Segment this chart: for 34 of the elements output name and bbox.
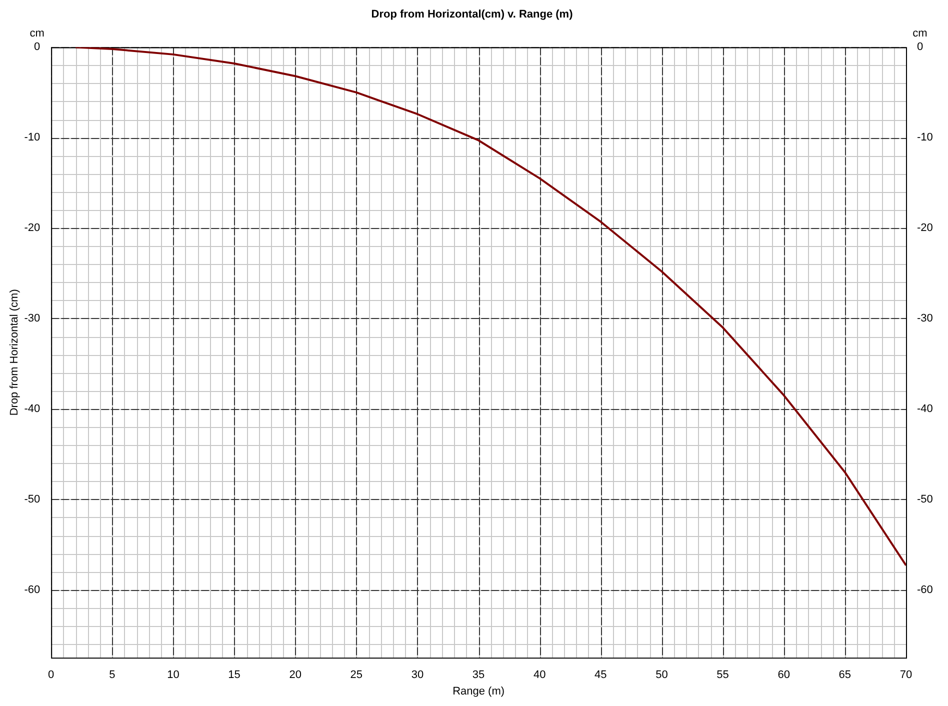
x-tick-label: 10 [167,669,180,682]
x-tick-label: 70 [900,669,912,682]
x-tick-label: 40 [533,669,546,682]
x-tick-label: 5 [109,669,116,682]
x-tick-label: 35 [472,669,485,682]
text: cm [912,28,928,40]
x-tick-label: 25 [350,669,363,682]
y-axis-title: Drop from Horizontal (cm) [8,289,21,416]
x-tick-label: 30 [411,669,424,682]
y-tick-label: -40 [24,402,40,415]
x-tick-label: 65 [838,669,852,682]
y2-tick-label: -40 [917,402,933,415]
x-tick-label: 50 [656,669,668,682]
x-tick-label: 0 [48,669,54,682]
y2-tick-label: 0 [917,41,924,54]
y-tick-label: 0 [34,41,40,54]
y2-tick-label: -20 [917,222,933,234]
y-tick-label: -60 [24,584,40,596]
y-tick-label: -10 [24,132,40,144]
x-tick-label: 45 [594,669,607,682]
y-tick-label: -50 [24,493,40,506]
x-tick-label: 60 [778,669,790,682]
y-tick-label: -20 [24,222,40,234]
y2-tick-label: -50 [917,493,933,506]
x-axis-title: Range (m) [452,685,505,698]
x-tick-label: 55 [716,669,729,682]
text: cm [30,28,44,40]
x-tick-label: 15 [228,669,240,682]
y2-tick-label: -30 [917,312,933,325]
chart-title: Drop from Horizontal(cm) v. Range (m) [371,8,574,21]
y-tick-label: -30 [24,312,40,325]
y2-tick-label: -10 [917,132,933,144]
x-tick-label: 20 [289,669,302,682]
y2-tick-label: -60 [917,584,933,596]
